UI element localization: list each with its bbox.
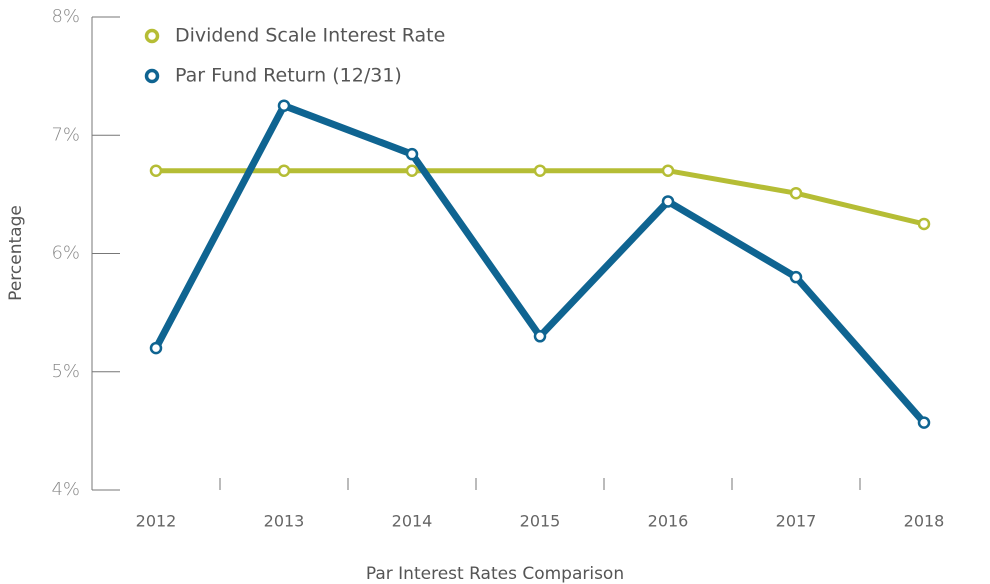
y-tick-label: 7%	[51, 124, 80, 145]
y-tick-label: 5%	[51, 361, 80, 382]
x-tick-label: 2012	[136, 512, 177, 531]
point	[789, 270, 803, 284]
y-tick-label: 8%	[51, 6, 80, 27]
legend-label: Par Fund Return (12/31)	[175, 65, 402, 87]
y-tick-label: 4%	[51, 479, 80, 500]
point	[149, 341, 163, 355]
point	[661, 164, 675, 177]
point	[789, 186, 803, 200]
x-tick-label: 2013	[264, 512, 305, 531]
legend-marker	[144, 68, 160, 84]
legend-label: Dividend Scale Interest Rate	[175, 25, 445, 47]
series-line	[152, 102, 927, 425]
point	[405, 164, 419, 177]
point	[533, 164, 547, 177]
x-tick-label: 2014	[392, 512, 433, 531]
y-axis-label: Percentage	[6, 205, 26, 301]
legend-marker	[144, 28, 160, 44]
point	[405, 147, 419, 161]
series-line	[156, 168, 925, 227]
point	[533, 330, 547, 343]
point	[277, 99, 291, 112]
x-tick-label: 2015	[520, 512, 561, 531]
point	[149, 164, 163, 177]
x-tick-label: 2017	[776, 512, 817, 531]
x-axis-label: Par Interest Rates Comparison	[366, 564, 624, 584]
x-tick-label: 2018	[904, 512, 945, 531]
point	[277, 164, 291, 177]
x-tick-label: 2016	[648, 512, 689, 531]
point	[917, 416, 931, 429]
y-tick-label: 6%	[51, 243, 80, 264]
point	[661, 195, 675, 208]
point	[917, 217, 931, 231]
